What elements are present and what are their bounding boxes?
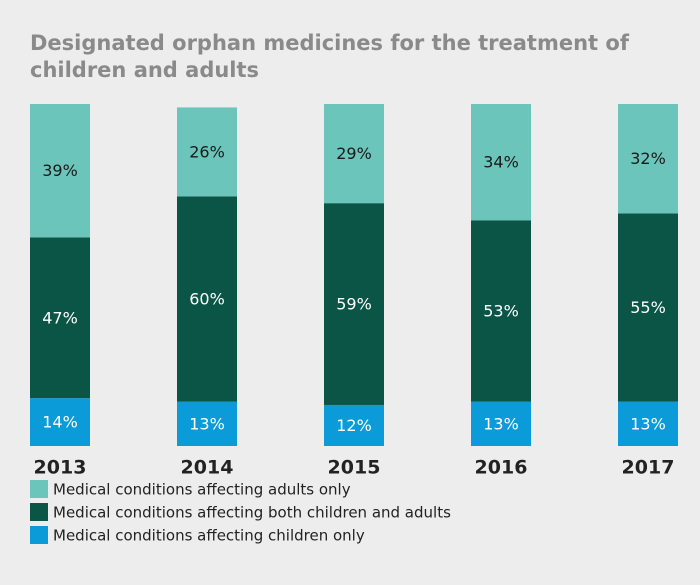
data-label: 13% (630, 414, 666, 433)
bar-segment (30, 237, 90, 399)
legend-label: Medical conditions affecting adults only (53, 481, 351, 499)
bar-segment (471, 401, 531, 446)
bar-segment (324, 203, 384, 405)
bar-segment (471, 104, 531, 221)
data-label: 26% (189, 142, 225, 161)
data-label: 29% (336, 144, 372, 163)
bar-segment (30, 398, 90, 446)
bar-segment (324, 404, 384, 446)
data-label: 60% (189, 289, 225, 308)
legend-swatch (30, 503, 48, 521)
x-tick-label: 2016 (475, 457, 528, 479)
bar-segment (471, 220, 531, 402)
chart-title: Designated orphan medicines for the trea… (30, 31, 629, 82)
bar-segment (177, 401, 237, 446)
bar-segment (618, 213, 678, 402)
legend-label: Medical conditions affecting both childr… (53, 504, 451, 522)
data-label: 32% (630, 149, 666, 168)
data-label: 13% (483, 414, 519, 433)
bar-segment (177, 196, 237, 402)
data-label: 12% (336, 416, 372, 435)
bar-segment (324, 104, 384, 204)
data-label: 34% (483, 153, 519, 172)
data-label: 55% (630, 298, 666, 317)
data-label: 14% (42, 413, 78, 432)
bar-segment (30, 104, 90, 238)
x-tick-label: 2014 (181, 457, 234, 479)
legend-label: Medical conditions affecting children on… (53, 527, 365, 545)
legend-swatch (30, 480, 48, 498)
bar-segment (618, 104, 678, 214)
x-tick-label: 2015 (328, 457, 381, 479)
x-tick-label: 2013 (34, 457, 87, 479)
data-label: 53% (483, 301, 519, 320)
data-label: 39% (42, 161, 78, 180)
bar-segment (177, 107, 237, 197)
x-tick-label: 2017 (622, 457, 675, 479)
bar-segment (618, 401, 678, 446)
data-label: 13% (189, 414, 225, 433)
data-label: 47% (42, 308, 78, 327)
legend-swatch (30, 526, 48, 544)
data-label: 59% (336, 295, 372, 314)
